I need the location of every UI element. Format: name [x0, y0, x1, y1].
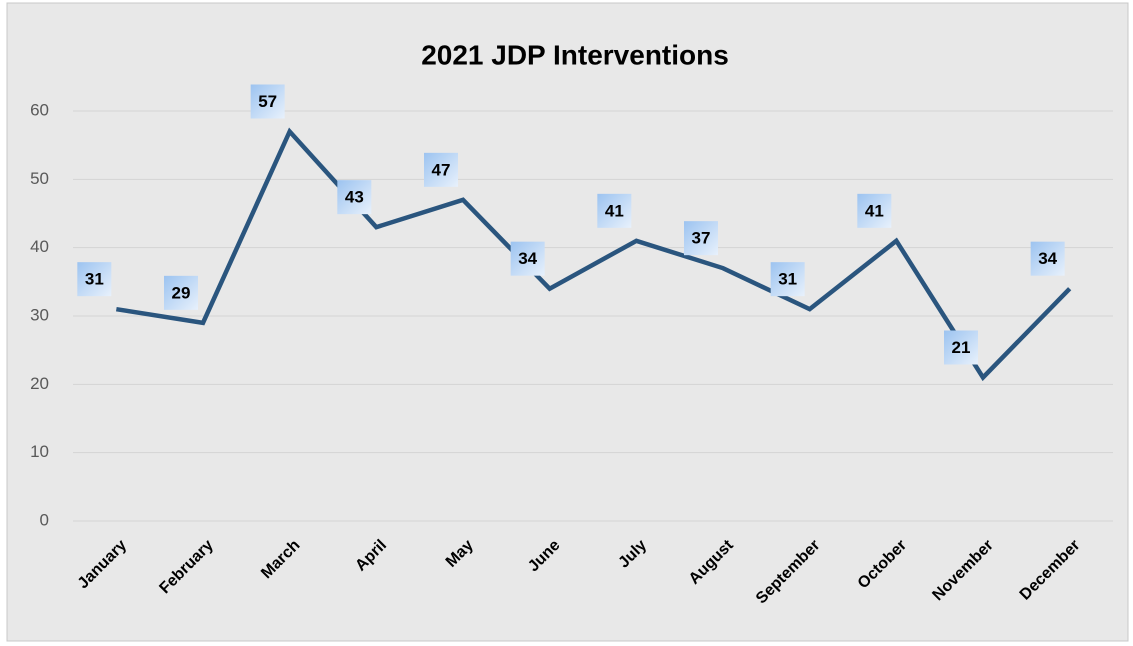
data-label-text: 41: [865, 201, 884, 220]
y-tick-label: 20: [30, 374, 49, 393]
y-tick-label: 50: [30, 169, 49, 188]
data-label-text: 34: [1038, 249, 1057, 268]
data-label-box: [250, 84, 285, 119]
data-label-text: 37: [692, 229, 711, 248]
data-label-text: 21: [952, 338, 971, 357]
data-label-box: [597, 193, 632, 228]
data-label-text: 57: [258, 92, 277, 111]
data-label-box: [770, 262, 805, 297]
data-label: 47: [424, 152, 458, 187]
data-label-text: 29: [172, 283, 191, 302]
data-label: 41: [857, 193, 892, 228]
data-label: 37: [684, 221, 718, 256]
chart-background: [6, 2, 1129, 642]
data-label: 21: [944, 330, 978, 365]
data-label: 34: [510, 241, 545, 276]
data-label-text: 31: [85, 270, 104, 289]
data-label-text: 47: [432, 160, 451, 179]
data-label: 31: [770, 262, 805, 297]
data-label: 41: [597, 193, 632, 228]
data-label-box: [944, 330, 978, 365]
data-label-text: 34: [518, 249, 537, 268]
data-label-box: [337, 180, 372, 215]
data-label-box: [424, 152, 458, 187]
data-label-box: [1030, 241, 1065, 276]
data-label: 57: [250, 84, 285, 119]
data-label: 31: [77, 262, 112, 297]
data-label: 43: [337, 180, 372, 215]
data-label-box: [510, 241, 545, 276]
data-label-text: 43: [345, 188, 364, 207]
data-label-text: 41: [605, 201, 624, 220]
data-label-text: 31: [778, 270, 797, 289]
y-tick-label: 40: [30, 237, 49, 256]
data-label-box: [164, 275, 198, 310]
y-tick-label: 30: [30, 305, 49, 324]
data-label: 34: [1030, 241, 1065, 276]
y-tick-label: 10: [30, 442, 49, 461]
y-tick-label: 60: [30, 100, 49, 119]
data-label-box: [857, 193, 892, 228]
data-label: 29: [164, 275, 198, 310]
y-tick-label: 0: [40, 510, 49, 529]
data-label-box: [684, 221, 718, 256]
data-label-box: [77, 262, 112, 297]
line: [115, 127, 1072, 382]
chart-title: 2021 JDP Interventions: [421, 39, 729, 70]
